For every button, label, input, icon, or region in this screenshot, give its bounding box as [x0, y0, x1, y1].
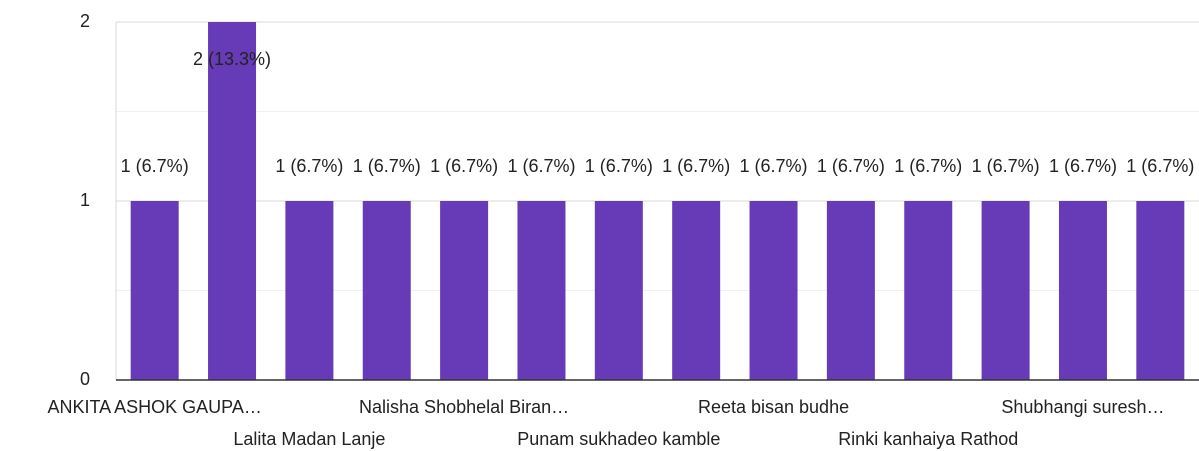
bar — [1058, 201, 1107, 380]
bar — [672, 201, 721, 380]
value-label: 1 (6.7%) — [894, 156, 962, 176]
x-tick-label: Punam sukhadeo kamble — [517, 429, 720, 449]
bar — [440, 201, 489, 380]
value-label: 1 (6.7%) — [662, 156, 730, 176]
value-label: 1 (6.7%) — [507, 156, 575, 176]
value-label: 1 (6.7%) — [430, 156, 498, 176]
bar — [826, 201, 875, 380]
value-label: 1 (6.7%) — [1049, 156, 1117, 176]
x-tick-label: Rinki kanhaiya Rathod — [838, 429, 1018, 449]
value-label: 1 (6.7%) — [817, 156, 885, 176]
x-tick-label: Shubhangi suresh… — [1001, 397, 1164, 417]
bar — [362, 201, 411, 380]
x-tick-label: Lalita Madan Lanje — [233, 429, 385, 449]
bar — [981, 201, 1030, 380]
bar — [517, 201, 566, 380]
bar — [208, 22, 257, 380]
x-tick-label: ANKITA ASHOK GAUPA… — [47, 397, 261, 417]
value-label: 1 (6.7%) — [972, 156, 1040, 176]
value-label: 2 (13.3%) — [193, 49, 271, 69]
bar — [1136, 201, 1185, 380]
y-tick-label: 2 — [80, 11, 90, 31]
y-tick-label: 1 — [80, 190, 90, 210]
value-label: 1 (6.7%) — [1126, 156, 1194, 176]
bar — [904, 201, 953, 380]
value-label: 1 (6.7%) — [353, 156, 421, 176]
bar — [130, 201, 179, 380]
x-tick-label: Nalisha Shobhelal Biran… — [359, 397, 569, 417]
value-label: 1 (6.7%) — [121, 156, 189, 176]
bar — [749, 201, 798, 380]
bar — [594, 201, 643, 380]
y-tick-label: 0 — [80, 369, 90, 389]
value-label: 1 (6.7%) — [740, 156, 808, 176]
bar — [285, 201, 334, 380]
value-label: 1 (6.7%) — [275, 156, 343, 176]
x-tick-label: Reeta bisan budhe — [698, 397, 849, 417]
value-label: 1 (6.7%) — [585, 156, 653, 176]
